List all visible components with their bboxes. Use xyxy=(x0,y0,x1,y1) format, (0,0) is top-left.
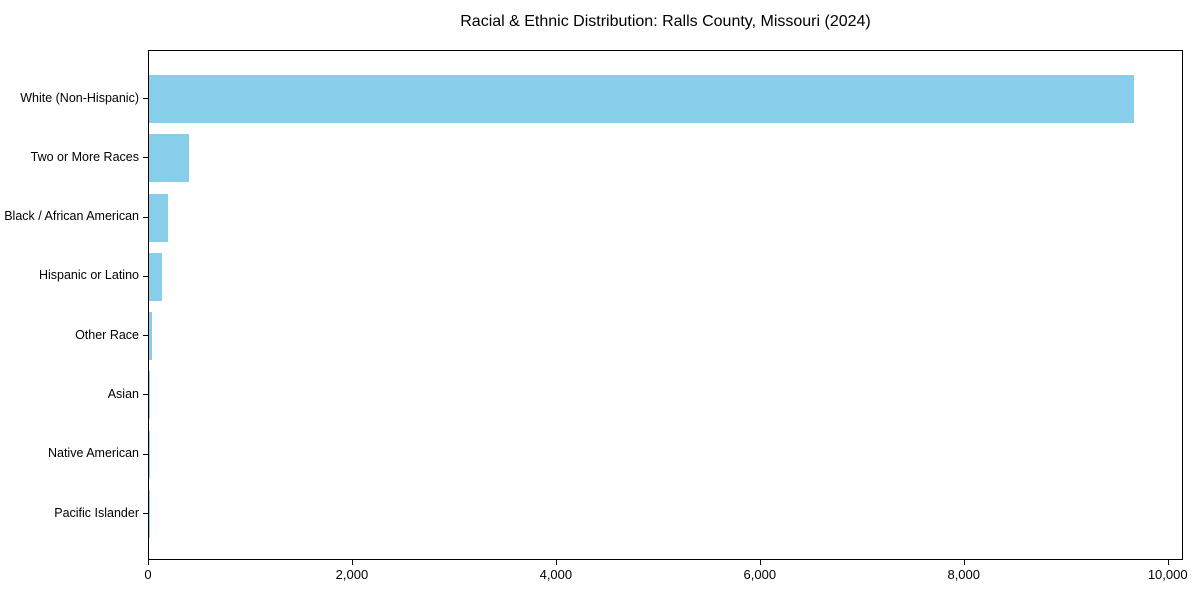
y-tick-mark xyxy=(143,157,148,159)
bar-black-african-american xyxy=(149,193,169,242)
x-tick-label-6000: 6,000 xyxy=(743,567,777,582)
bar-white-non-hispanic xyxy=(149,75,1134,123)
x-tick-label-10000: 10,000 xyxy=(1147,567,1188,582)
y-tick-label-pacific-islander: Pacific Islander xyxy=(54,505,139,520)
x-tick-label-4000: 4,000 xyxy=(539,567,573,582)
y-tick-mark xyxy=(143,453,148,455)
bar-hispanic-or-latino xyxy=(149,252,163,301)
y-tick-mark xyxy=(143,216,148,218)
x-tick-mark xyxy=(1167,560,1169,565)
y-tick-label-hispanic-or-latino: Hispanic or Latino xyxy=(38,268,139,283)
x-tick-mark xyxy=(148,560,149,565)
x-tick-label-2000: 2,000 xyxy=(335,567,369,582)
y-tick-mark xyxy=(143,513,148,514)
y-tick-label-white-non-hispanic: White (Non-Hispanic) xyxy=(20,90,139,105)
bar-two-or-more-races xyxy=(149,134,189,183)
plot-area xyxy=(148,50,1183,560)
x-tick-mark xyxy=(759,560,761,565)
y-tick-label-black-african-american: Black / African American xyxy=(4,209,139,224)
y-tick-mark xyxy=(143,335,148,337)
x-tick-mark xyxy=(963,560,965,565)
y-tick-label-asian: Asian xyxy=(107,386,139,401)
y-tick-label-two-or-more-races: Two or More Races xyxy=(30,149,139,164)
y-tick-mark xyxy=(143,275,148,277)
x-tick-mark xyxy=(351,560,353,565)
x-tick-mark xyxy=(555,560,557,565)
x-tick-label-8000: 8,000 xyxy=(947,567,981,582)
x-tick-label-0: 0 xyxy=(144,567,152,582)
chart-title: Racial & Ethnic Distribution: Ralls Coun… xyxy=(460,13,871,30)
bar-other-race xyxy=(149,312,153,361)
y-tick-label-other-race: Other Race xyxy=(75,327,139,342)
y-tick-label-native-american: Native American xyxy=(47,446,139,461)
bar-asian xyxy=(149,371,151,420)
y-tick-mark xyxy=(143,394,148,396)
y-tick-mark xyxy=(143,98,148,99)
